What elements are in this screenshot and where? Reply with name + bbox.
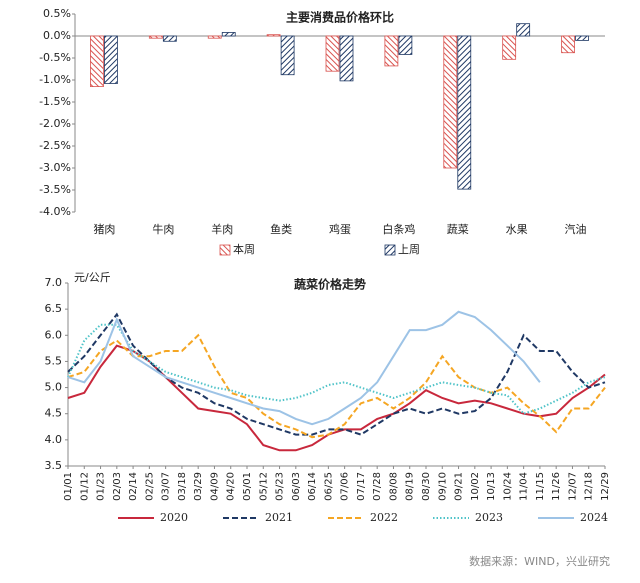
x-tick-label: 12/18 <box>584 472 595 501</box>
y-tick-label: 5.0 <box>45 381 63 394</box>
y-tick-label: 4.5 <box>45 407 63 420</box>
x-tick-label: 05/12 <box>258 472 269 501</box>
y-tick-label: 0.0% <box>43 29 71 42</box>
series-line <box>67 333 606 439</box>
x-tick-label: 10/02 <box>470 472 481 501</box>
x-tick-label: 09/10 <box>437 472 448 501</box>
chart-title: 主要消费品价格环比 <box>286 10 394 25</box>
y-axis-label: 元/公斤 <box>74 271 111 284</box>
legend-swatch <box>384 244 396 256</box>
bar <box>221 32 236 37</box>
y-tick-label: -2.0% <box>39 117 71 130</box>
x-tick-label: 白条鸡 <box>382 222 415 236</box>
bar <box>339 35 354 82</box>
x-tick-label: 08/08 <box>388 472 399 501</box>
x-tick-label: 汽油 <box>565 222 587 236</box>
bar <box>280 35 295 76</box>
y-tick-label: 3.5 <box>45 459 63 472</box>
legend-swatch <box>219 244 231 256</box>
legend-label: 2024 <box>580 511 608 524</box>
x-tick-label: 03/07 <box>161 472 172 501</box>
bar <box>384 35 399 67</box>
y-tick-label: -1.0% <box>39 73 71 86</box>
x-tick-label: 11/26 <box>551 472 562 501</box>
x-tick-label: 02/25 <box>144 472 155 501</box>
x-tick-label: 06/25 <box>323 472 334 501</box>
y-tick-label: 6.0 <box>45 328 63 341</box>
bar <box>502 35 517 60</box>
x-tick-label: 猪肉 <box>93 223 115 236</box>
legend-label: 本周 <box>233 242 255 256</box>
x-tick-label: 06/03 <box>291 472 302 501</box>
x-tick-label: 05/23 <box>275 472 286 501</box>
y-tick-label: -4.0% <box>39 205 71 218</box>
source-note: 数据来源：WIND，兴业研究 <box>469 554 610 568</box>
x-tick-label: 07/28 <box>372 472 383 501</box>
x-tick-label: 01/12 <box>79 472 90 501</box>
x-tick-label: 02/14 <box>128 472 139 501</box>
x-tick-label: 07/06 <box>340 472 351 501</box>
y-tick-label: 4.0 <box>45 433 63 446</box>
x-tick-label: 10/13 <box>486 472 497 501</box>
bar <box>90 35 104 87</box>
x-tick-label: 02/03 <box>112 472 123 501</box>
legend-label: 2021 <box>265 511 293 524</box>
x-tick-label: 12/07 <box>567 472 578 501</box>
bar <box>561 35 575 54</box>
legend-label: 2022 <box>370 511 398 524</box>
legend-label: 上周 <box>398 243 420 256</box>
y-tick-label: 6.5 <box>45 302 63 315</box>
x-tick-label: 04/20 <box>226 472 237 501</box>
x-tick-label: 羊肉 <box>211 222 233 236</box>
bar <box>104 35 118 84</box>
bar <box>457 35 472 190</box>
chart-title: 蔬菜价格走势 <box>294 277 366 292</box>
x-tick-label: 鱼类 <box>270 222 292 236</box>
bar <box>516 23 531 37</box>
x-tick-label: 03/18 <box>177 472 188 501</box>
y-tick-label: -3.5% <box>39 183 71 196</box>
x-tick-label: 11/15 <box>535 472 546 501</box>
bar <box>148 35 163 39</box>
bar <box>575 35 589 41</box>
y-tick-label: -2.5% <box>39 139 71 152</box>
x-tick-label: 12/29 <box>600 472 611 501</box>
x-tick-label: 04/09 <box>209 472 220 501</box>
x-tick-label: 06/14 <box>307 472 318 501</box>
bar <box>325 35 340 72</box>
x-tick-label: 08/30 <box>421 472 432 501</box>
bar <box>207 35 222 39</box>
series-line <box>67 323 606 415</box>
x-tick-label: 水果 <box>506 223 528 236</box>
y-tick-label: -1.5% <box>39 95 71 108</box>
x-tick-label: 10/24 <box>502 472 513 501</box>
x-tick-label: 08/19 <box>405 472 416 501</box>
y-tick-label: -3.0% <box>39 161 71 174</box>
y-tick-label: -0.5% <box>39 51 71 64</box>
y-tick-label: 7.0 <box>45 276 63 289</box>
bar <box>162 35 177 42</box>
x-tick-label: 03/29 <box>193 472 204 501</box>
bar <box>266 34 281 37</box>
x-tick-label: 蔬菜 <box>447 223 469 236</box>
legend-label: 2020 <box>160 511 188 524</box>
bar <box>398 35 413 55</box>
x-tick-label: 鸡蛋 <box>329 222 351 236</box>
y-tick-label: 5.5 <box>45 354 63 367</box>
x-tick-label: 11/04 <box>519 472 530 501</box>
series-line <box>67 310 541 426</box>
series-line <box>67 312 606 436</box>
x-tick-label: 01/01 <box>63 472 74 501</box>
x-tick-label: 牛肉 <box>152 222 174 236</box>
x-tick-label: 01/23 <box>96 472 107 501</box>
x-tick-label: 07/17 <box>356 472 367 501</box>
x-tick-label: 05/01 <box>242 472 253 501</box>
x-tick-label: 09/21 <box>454 472 465 501</box>
bar <box>443 35 458 169</box>
legend-label: 2023 <box>475 511 503 524</box>
y-tick-label: 0.5% <box>43 7 71 20</box>
